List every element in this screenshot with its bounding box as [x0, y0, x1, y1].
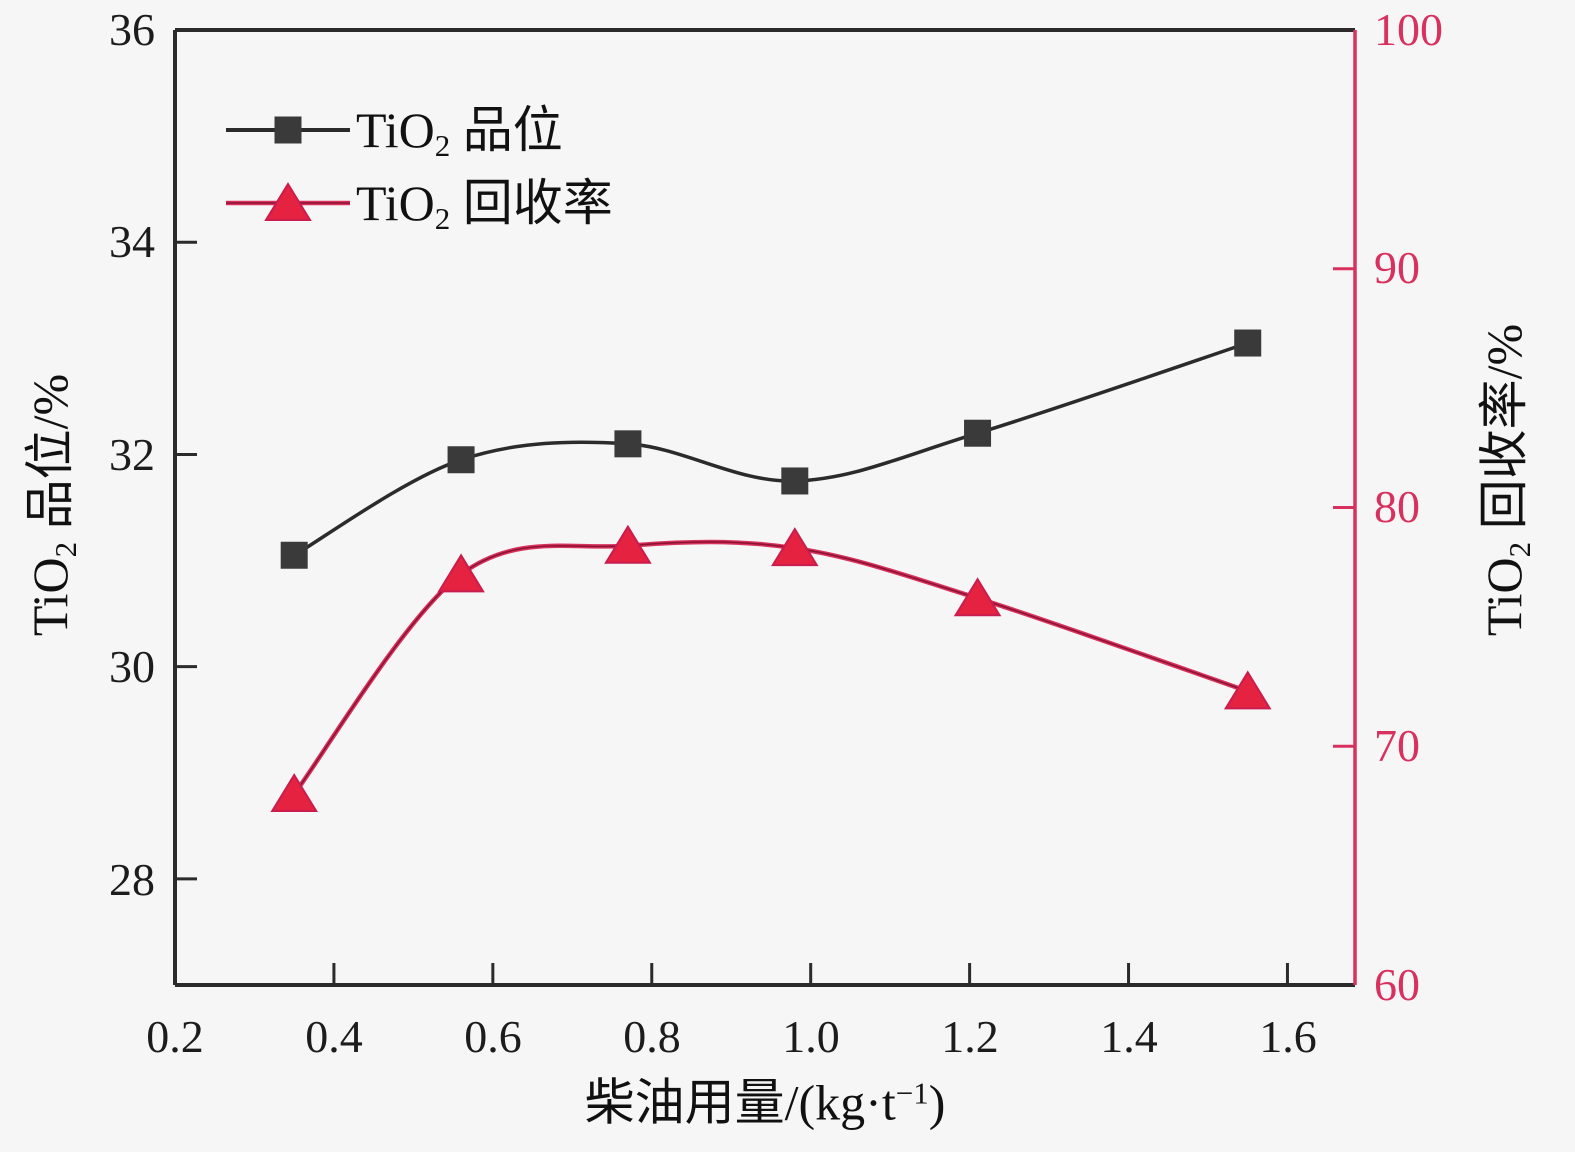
x-tick-08: 0.8: [623, 1011, 681, 1062]
y-right-tick-70: 70: [1374, 720, 1420, 771]
legend-recovery-post: 回收率: [450, 175, 613, 231]
axis-ticks: [175, 28, 1355, 987]
grade-point: [447, 446, 475, 474]
recovery-point: [771, 527, 819, 567]
legend-recovery-sub: 2: [434, 201, 451, 236]
legend-grade-pre: TiO: [356, 102, 435, 158]
series-recovery: [270, 524, 1272, 812]
grade-point: [964, 419, 992, 447]
x-tick-14: 1.4: [1100, 1011, 1158, 1062]
y-left-title-post: 品位/%: [22, 373, 78, 542]
grade-point: [280, 541, 308, 569]
y-right-title-post: 回收率/%: [1476, 323, 1532, 542]
series-grade: [280, 329, 1262, 569]
grade-point: [1234, 329, 1262, 357]
y-left-tick-32: 32: [109, 429, 155, 480]
legend-recovery-pre: TiO: [356, 175, 435, 231]
y-right-tick-100: 100: [1374, 4, 1443, 55]
y-left-axis-title: TiO2 品位/%: [21, 374, 95, 636]
recovery-point: [953, 577, 1002, 617]
y-right-title-sub: 2: [1502, 541, 1537, 558]
y-left-tick-36: 36: [109, 4, 155, 55]
recovery-point: [604, 524, 652, 564]
legend-label-grade: TiO2 品位: [356, 101, 563, 175]
x-title-pre: 柴油用量/(kg·t: [584, 1074, 896, 1131]
y-right-axis-title: TiO2 回收率/%: [1475, 324, 1549, 636]
y-left-tick-30: 30: [109, 641, 155, 692]
x-axis-title: 柴油用量/(kg·t−1): [585, 1065, 946, 1132]
legend-label-recovery: TiO2 回收率: [356, 174, 613, 248]
x-tick-04: 0.4: [305, 1011, 363, 1062]
x-tick-02: 0.2: [146, 1011, 204, 1062]
legend-triangle-marker: [264, 182, 312, 221]
x-tick-12: 1.2: [941, 1011, 999, 1062]
y-left-title-sub: 2: [48, 541, 83, 558]
y-right-title-pre: TiO: [1476, 557, 1532, 637]
y-left-tick-34: 34: [109, 216, 155, 267]
plot-frame: [173, 28, 1357, 987]
legend-square-marker: [274, 116, 302, 144]
x-title-sup: −1: [895, 1075, 929, 1111]
recovery-point: [270, 773, 318, 812]
recovery-point: [437, 553, 485, 593]
legend-grade-sub: 2: [434, 128, 451, 163]
grade-point: [781, 467, 809, 495]
x-tick-10: 1.0: [782, 1011, 840, 1062]
recovery-point: [1223, 670, 1272, 710]
y-left-title-pre: TiO: [22, 557, 78, 637]
legend-grade-post: 品位: [450, 102, 563, 158]
x-tick-06: 0.6: [464, 1011, 522, 1062]
legend-samples: [226, 116, 350, 221]
grade-point: [614, 430, 642, 458]
x-tick-16: 1.6: [1259, 1011, 1317, 1062]
y-right-tick-60: 60: [1374, 959, 1420, 1010]
x-title-post: ): [928, 1074, 946, 1131]
y-right-tick-90: 90: [1374, 242, 1420, 293]
y-left-tick-28: 28: [109, 854, 155, 905]
y-right-tick-80: 80: [1374, 481, 1420, 532]
